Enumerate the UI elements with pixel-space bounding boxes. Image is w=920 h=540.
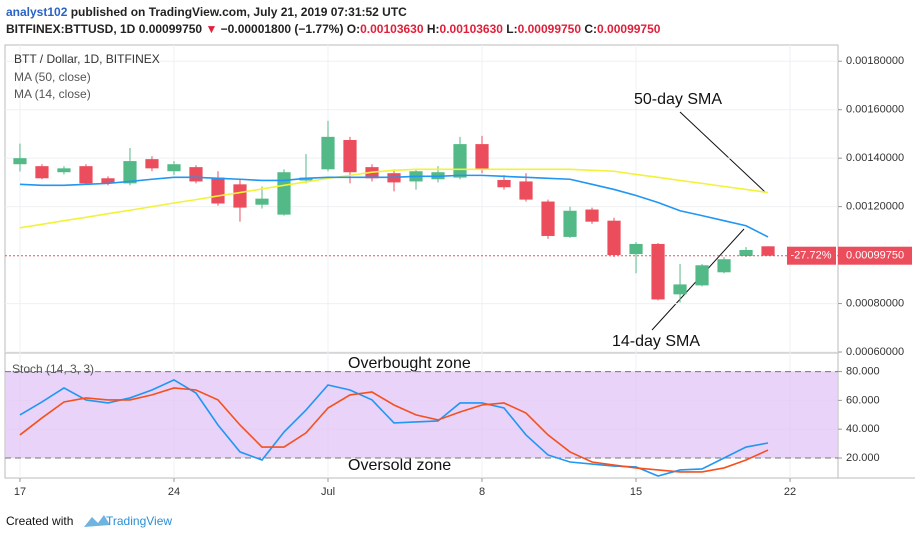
x-tick-label: 15 bbox=[630, 486, 642, 498]
ohlc-o: 0.00103630 bbox=[360, 22, 424, 36]
candle-body bbox=[189, 167, 203, 182]
price-change: -27.72% bbox=[791, 250, 832, 262]
ohlc-c: 0.00099750 bbox=[597, 22, 661, 36]
candle-body bbox=[79, 166, 93, 184]
price-box bbox=[838, 246, 912, 265]
candle-body bbox=[497, 179, 511, 188]
price: 0.00099750 bbox=[138, 22, 203, 36]
price-value: 0.00099750 bbox=[846, 250, 904, 262]
footer-brand[interactable]: TradingView bbox=[106, 514, 172, 528]
legend-entry: MA (50, close) bbox=[14, 70, 91, 84]
arrow: ▼ bbox=[205, 22, 218, 36]
ohlc-h-label: H: bbox=[426, 22, 440, 36]
x-tick-label: Jul bbox=[321, 486, 335, 498]
candle-body bbox=[585, 209, 599, 222]
ma-line bbox=[19, 174, 769, 238]
candle-body bbox=[211, 177, 225, 204]
annotation: Oversold zone bbox=[348, 457, 451, 474]
candle-body bbox=[57, 168, 71, 173]
y-tick-label: 80.000 bbox=[846, 365, 880, 377]
y-tick-label: 0.00060000 bbox=[846, 346, 904, 358]
y-tick-label: 0.00120000 bbox=[846, 201, 904, 213]
candle-body bbox=[101, 178, 115, 184]
ohlc-c-label: C: bbox=[584, 22, 598, 36]
plot-layer: 17 24 Jul 8 15 22 0.00060000 0.00080000 0.001200… bbox=[5, 45, 912, 498]
candle-body bbox=[13, 158, 27, 165]
candle-body bbox=[321, 136, 335, 170]
candle-body bbox=[651, 243, 665, 300]
ohlc-l-label: L: bbox=[506, 22, 518, 36]
y-tick-label: 0.00140000 bbox=[846, 152, 904, 164]
stoch-line bbox=[19, 379, 769, 477]
candle-body bbox=[123, 161, 137, 184]
y-tick-label: 40.000 bbox=[846, 423, 880, 435]
footer-text: Created with bbox=[6, 514, 73, 528]
candle-body bbox=[233, 184, 247, 208]
candle-body bbox=[453, 144, 467, 178]
stoch-line bbox=[19, 387, 769, 473]
candle-body bbox=[343, 139, 357, 173]
x-tick-label: 22 bbox=[784, 486, 796, 498]
x-tick-label: 24 bbox=[168, 486, 180, 498]
candle-body bbox=[695, 265, 709, 286]
candle-body bbox=[739, 250, 753, 257]
author[interactable]: analyst102 bbox=[6, 5, 68, 19]
candle-body bbox=[145, 159, 159, 169]
ohlc-o-label: O: bbox=[346, 22, 361, 36]
x-tick-label: 17 bbox=[14, 486, 26, 498]
candle-body bbox=[475, 144, 489, 170]
candle-body bbox=[717, 259, 731, 273]
ma-line bbox=[19, 168, 769, 229]
y-tick-label: 20.000 bbox=[846, 452, 880, 464]
candle-body bbox=[629, 243, 643, 255]
candle-body bbox=[563, 210, 577, 237]
stoch-title: Stoch (14, 3, 3) bbox=[12, 362, 94, 376]
price-change-box bbox=[787, 246, 836, 265]
candle-body bbox=[541, 201, 555, 236]
legend-title: BTT / Dollar, 1D, BITFINEX bbox=[14, 52, 160, 66]
candle-body bbox=[519, 181, 533, 200]
y-tick-label: 0.00180000 bbox=[846, 55, 904, 67]
band bbox=[5, 371, 838, 458]
legend-entry: MA (14, close) bbox=[14, 87, 91, 101]
candle-body bbox=[607, 220, 621, 256]
arrow-50 bbox=[679, 111, 766, 193]
candle-body bbox=[761, 246, 775, 256]
header: analyst102 published on TradingView.com,… bbox=[6, 4, 660, 38]
y-tick-label: 0.00160000 bbox=[846, 104, 904, 116]
annotation: 50-day SMA bbox=[634, 91, 722, 108]
candle-body bbox=[35, 166, 49, 179]
ohlc-h: 0.00103630 bbox=[439, 22, 503, 36]
logo bbox=[84, 515, 110, 527]
byline: published on TradingView.com, July 21, 2… bbox=[67, 5, 407, 19]
annotation: Overbought zone bbox=[348, 355, 471, 372]
annotation: 14-day SMA bbox=[612, 333, 700, 350]
x-tick-label: 8 bbox=[479, 486, 485, 498]
ohlc-l: 0.00099750 bbox=[517, 22, 582, 36]
change: −0.00001800 (−1.77%) bbox=[220, 22, 344, 36]
candle-body bbox=[277, 172, 291, 215]
symbol: BITFINEX:BTTUSD, 1D bbox=[6, 22, 136, 36]
candle-body bbox=[255, 198, 269, 205]
candle-body bbox=[167, 164, 181, 172]
y-tick-label: 60.000 bbox=[846, 394, 880, 406]
candle-body bbox=[673, 284, 687, 295]
y-tick-label: 0.00080000 bbox=[846, 297, 904, 309]
